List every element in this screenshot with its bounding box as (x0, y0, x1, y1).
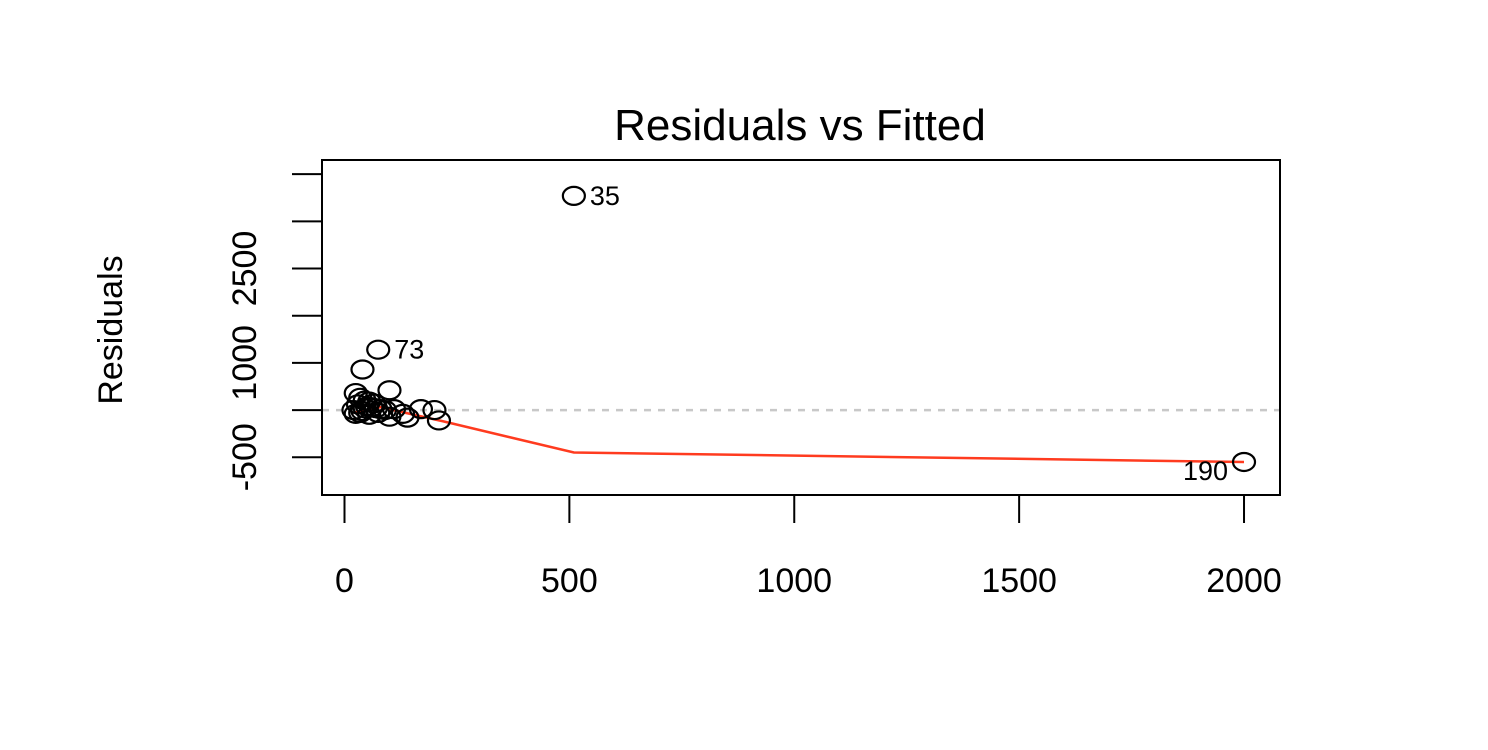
y-tick-label: 1000 (226, 325, 264, 401)
data-point (366, 402, 391, 424)
x-tick-label: 2000 (1206, 562, 1282, 600)
plot-area: 0 500 1000 1500 2000 -500 1000 2500 35 73 190 (226, 173, 1282, 600)
x-tick-label: 1500 (981, 562, 1057, 600)
point-label: 190 (1183, 456, 1228, 486)
plot-frame (321, 159, 1281, 496)
x-tick-label: 0 (335, 562, 354, 600)
data-point (408, 399, 434, 420)
chart-title: Residuals vs Fitted (614, 101, 986, 150)
data-point (348, 402, 373, 424)
data-point (350, 359, 375, 380)
data-point (561, 185, 586, 206)
data-point (377, 406, 402, 427)
data-point (352, 398, 377, 419)
y-tick-label: -500 (226, 423, 264, 491)
x-tick-label: 1000 (756, 562, 832, 600)
data-point (426, 410, 452, 431)
x-tick-label: 500 (541, 562, 598, 600)
point-label: 35 (590, 181, 620, 211)
data-point (390, 403, 416, 424)
smooth-trend-line (353, 405, 1245, 464)
y-tick-label: 2500 (226, 231, 264, 307)
point-label: 73 (394, 335, 424, 365)
data-point (366, 339, 391, 360)
data-point (1231, 451, 1257, 473)
data-point (377, 380, 402, 401)
data-point (422, 399, 447, 421)
y-axis-label: Residuals (92, 255, 130, 404)
